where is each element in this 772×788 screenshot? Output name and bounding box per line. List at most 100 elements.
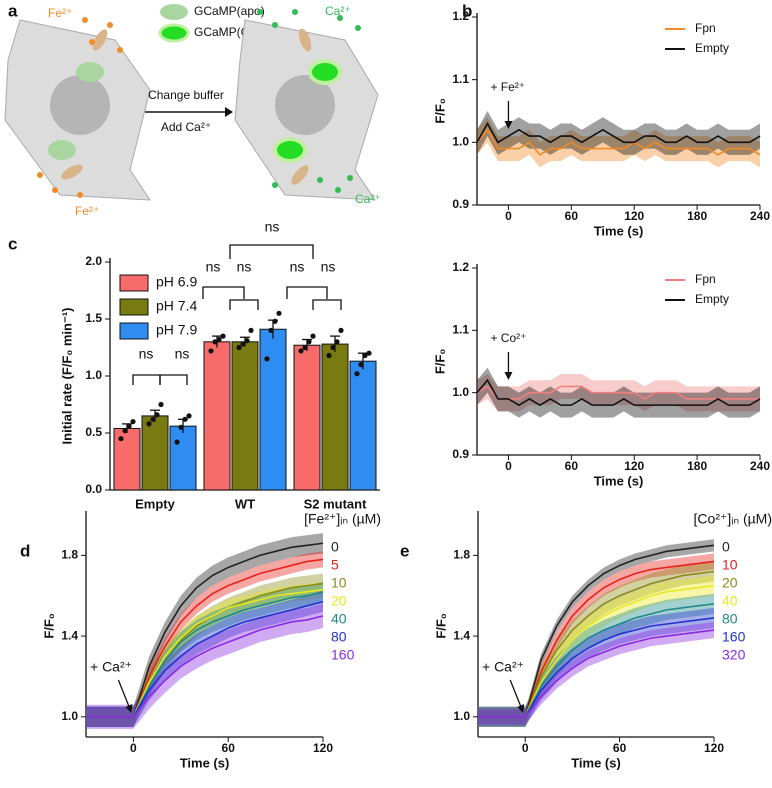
y-tick-label: 1.4 <box>453 628 470 642</box>
data-point <box>330 344 336 351</box>
data-point <box>122 428 128 434</box>
legend-label: Empty <box>695 41 729 55</box>
significance-label: ns <box>290 259 305 275</box>
y-axis-title: F/F₀ <box>433 613 448 638</box>
data-point <box>212 339 218 345</box>
data-point <box>240 341 246 347</box>
y-axis-title: F/F₀ <box>432 349 447 374</box>
legend-label: 40 <box>722 593 738 609</box>
panel-letter: c <box>8 234 17 253</box>
data-point <box>182 416 188 422</box>
y-tick-label: 0.9 <box>452 197 469 211</box>
x-tick-label: 120 <box>624 209 644 223</box>
data-point <box>268 327 274 333</box>
y-tick-label: 0.0 <box>85 482 102 496</box>
gcamp <box>76 62 104 82</box>
y-tick-label: 2.0 <box>85 254 102 268</box>
data-point <box>236 344 242 351</box>
panel-letter: b <box>462 1 472 20</box>
data-point <box>338 327 344 333</box>
legend-label: 320 <box>722 647 746 663</box>
error-band <box>478 621 714 725</box>
data-point <box>130 419 136 425</box>
gcamp <box>48 140 76 160</box>
legend-swatch <box>119 274 149 292</box>
y-tick-label: 1.5 <box>85 311 102 325</box>
arrow-head <box>125 704 133 713</box>
significance-bracket <box>312 299 342 310</box>
data-point <box>150 416 156 422</box>
bar <box>203 341 231 491</box>
transporter <box>291 165 309 185</box>
x-axis-title: Time (s) <box>594 223 644 238</box>
error-band <box>477 117 760 168</box>
data-point <box>178 424 184 430</box>
panel-letter: a <box>8 1 18 20</box>
error-band <box>478 575 714 727</box>
y-axis-title: F/F₀ <box>41 613 56 638</box>
data-point <box>302 344 308 351</box>
data-point <box>248 327 254 333</box>
transporter <box>61 164 83 180</box>
legend-label: Fpn <box>695 21 716 35</box>
significance-label: ns <box>265 219 280 235</box>
significance-bracket <box>229 244 314 259</box>
chart: 0.9 1.0 1.1 1.2 F/F₀ 0 60 120 180 240 Time (s) + Co… <box>432 260 770 488</box>
series-line <box>476 378 761 407</box>
x-tick-label: 0 <box>505 459 512 473</box>
x-tick-label: 240 <box>750 209 770 223</box>
y-tick-label: 0.5 <box>85 425 102 439</box>
legend-swatch <box>119 298 149 316</box>
x-axis-title: Time (s) <box>180 755 230 770</box>
y-tick-label: 1.1 <box>452 323 469 337</box>
data-point <box>118 436 124 442</box>
significance-bracket <box>202 286 245 299</box>
legend-label: 80 <box>331 629 347 645</box>
legend-label: 40 <box>331 611 347 627</box>
significance-label: ns <box>206 259 221 275</box>
legend-label: 0 <box>722 539 730 555</box>
annotation-arrow <box>117 679 132 711</box>
significance-label: ns <box>139 346 154 362</box>
bar <box>293 344 321 491</box>
calcium-dots <box>257 9 361 193</box>
y-tick-label: 0.9 <box>452 447 469 461</box>
x-tick-label: 0 <box>522 741 529 755</box>
data-point <box>264 356 270 362</box>
legend-apo <box>160 4 188 20</box>
chart: b 0.9 1.0 1.1 1.2 F/F₀ 0 60 120 180 240 Time (s) + F… <box>432 1 770 238</box>
significance-label: ns <box>175 346 190 362</box>
gcamp <box>273 137 307 163</box>
data-point <box>306 339 312 345</box>
x-tick-label: 120 <box>313 741 333 755</box>
x-axis-title: Time (s) <box>571 755 621 770</box>
legend-label: 160 <box>722 629 746 645</box>
legend-label: Empty <box>695 292 729 306</box>
data-point <box>358 362 364 368</box>
data-point <box>208 348 214 354</box>
iron-dots <box>37 17 123 198</box>
y-axis-title: Initial rate (F/F₀ min⁻¹) <box>59 308 74 445</box>
series-line <box>476 121 761 144</box>
arrow-head <box>225 107 233 117</box>
label: Add Ca²⁺ <box>161 120 211 134</box>
data-point <box>298 348 304 354</box>
gcamp <box>308 59 342 85</box>
data-point <box>272 318 278 324</box>
data-point <box>310 333 316 339</box>
x-tick-label: S2 mutant <box>304 496 368 511</box>
legend-label: pH 7.4 <box>156 298 197 314</box>
data-point <box>354 371 360 377</box>
data-point <box>326 352 332 359</box>
x-tick-label: 240 <box>750 459 770 473</box>
legend-title: [Fe²⁺]ᵢₙ (µM) <box>304 511 381 527</box>
x-tick-label: 0 <box>130 741 137 755</box>
y-tick-label: 1.2 <box>452 260 469 274</box>
series-line <box>476 128 761 156</box>
panel-letter: d <box>20 541 30 560</box>
label: Ca²⁺ <box>355 192 381 206</box>
label: Ca²⁺ <box>325 4 351 18</box>
chart: c 0.0 0.5 1.0 1.5 2.0 Initial rate (F/F₀ min⁻¹… <box>8 219 380 511</box>
data-point <box>126 423 132 429</box>
